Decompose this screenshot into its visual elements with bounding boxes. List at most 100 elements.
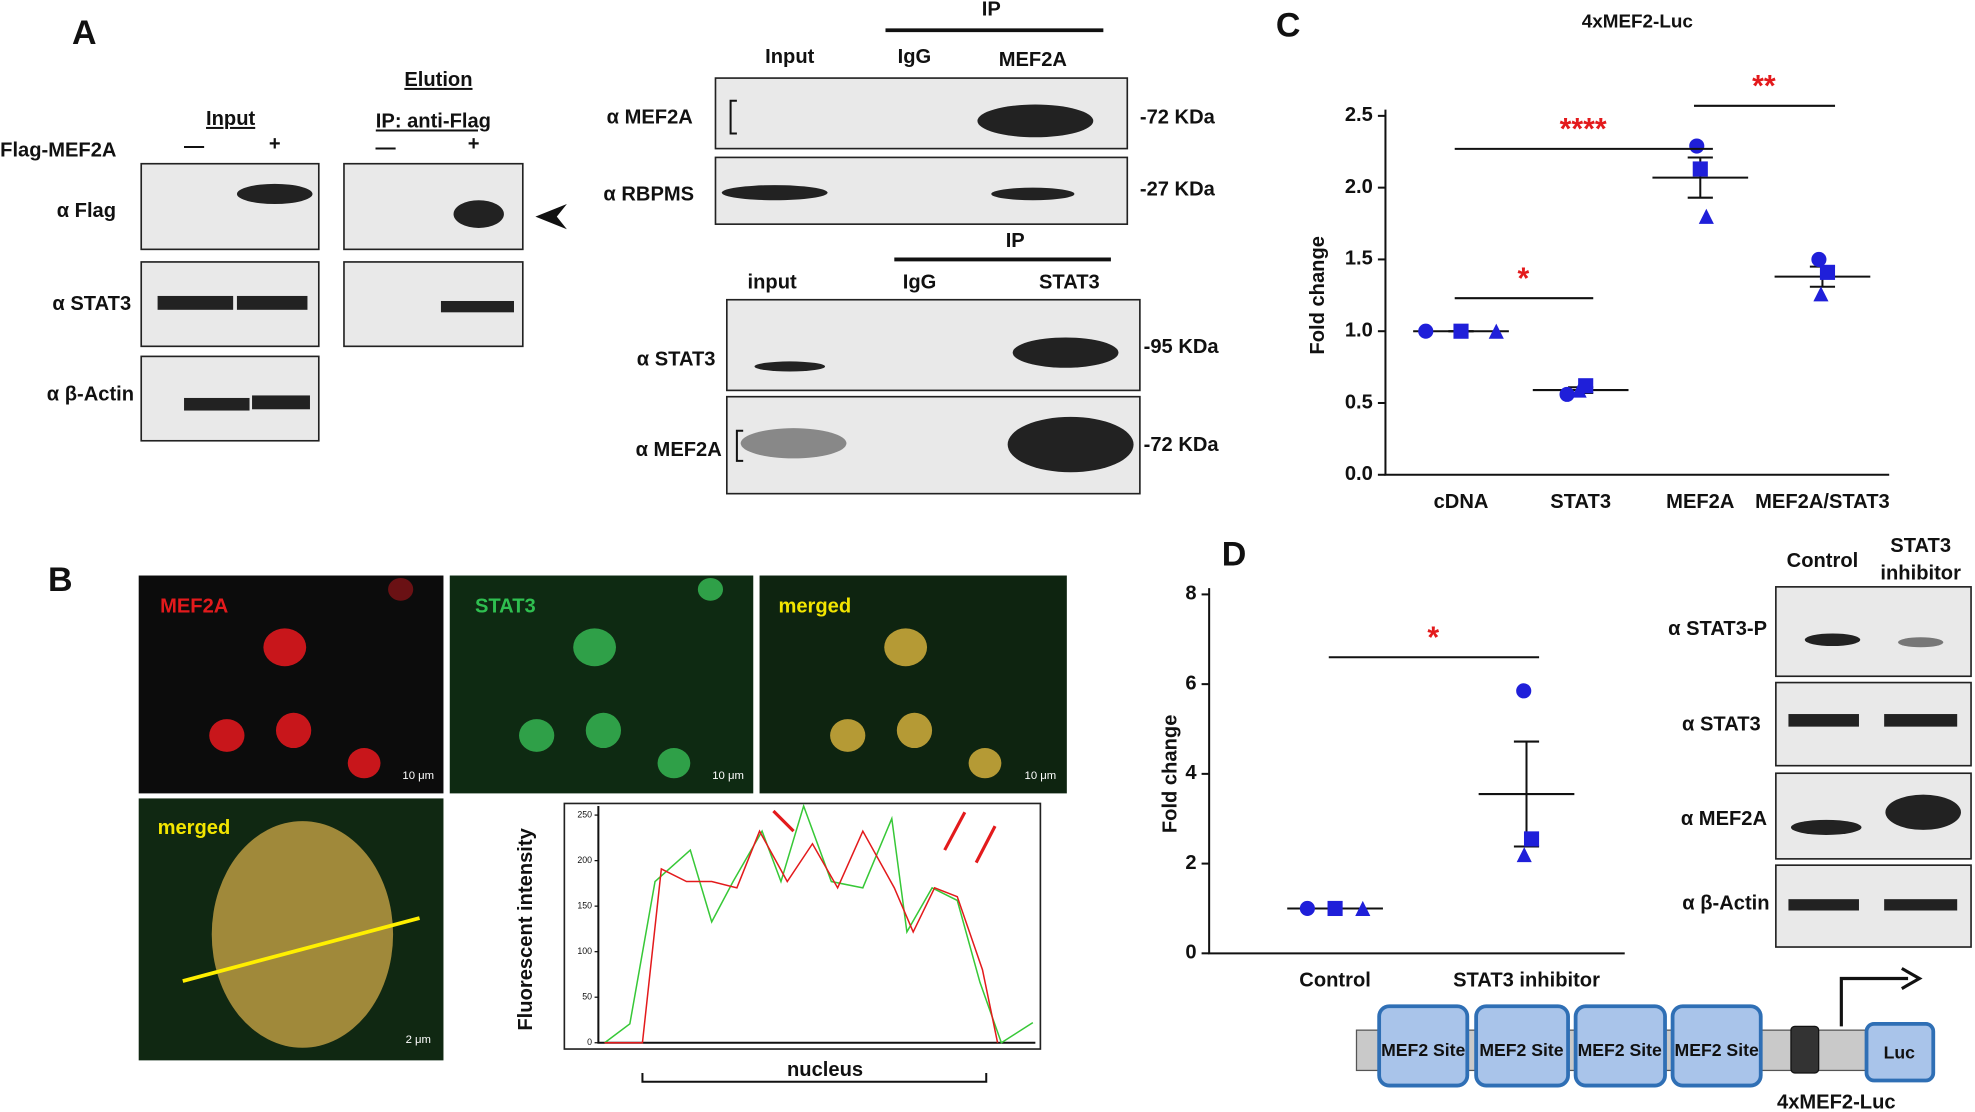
channel-label: STAT3 (475, 595, 536, 617)
zoom-label: merged (158, 817, 231, 839)
panel-label: B (48, 561, 73, 599)
row-label: α STAT3 (52, 293, 131, 315)
lane-label: input (748, 272, 797, 294)
panel-label: A (72, 14, 97, 52)
row-label: α RBPMS (603, 184, 694, 206)
y-tick-label: 2.0 (1345, 176, 1373, 198)
lane-header: Elution (404, 69, 472, 91)
minus: — (375, 137, 396, 159)
chart: 4xMEF2-Luc Fold change 0.0 0.5 1.0 1.5 2.0 2.5 c… (1307, 12, 1890, 513)
y-tick-label: 100 (577, 946, 592, 956)
size-marker: -27 KDa (1140, 178, 1216, 200)
reporter-label: Luc (1884, 1043, 1916, 1063)
data-point (1692, 161, 1708, 177)
lane-label: IgG (898, 46, 932, 68)
row-label: α β-Actin (47, 384, 134, 406)
blots (714, 77, 1141, 495)
x-tick-label: STAT3 inhibitor (1453, 969, 1600, 991)
significance-label: ** (1752, 70, 1776, 103)
x-tick-label: MEF2A (1666, 491, 1734, 513)
data-point (1327, 900, 1343, 917)
row-label: α Flag (57, 200, 116, 222)
y-tick-label: 1.0 (1345, 320, 1373, 342)
x-tick-label: STAT3 (1550, 491, 1611, 513)
data-point (1488, 323, 1504, 339)
site-label: MEF2 Site (1479, 1040, 1563, 1060)
lane-label: STAT3 (1039, 272, 1100, 294)
panel-label: D (1222, 536, 1247, 574)
profile-plot: 0 50 100 150 200 250 (577, 805, 1036, 1047)
scale-bar: 10 μm (402, 770, 434, 782)
y-tick-label: 2 (1185, 852, 1196, 874)
data-point (1813, 286, 1829, 302)
profile-red (604, 829, 999, 1044)
lane-label: STAT3 (1890, 535, 1951, 557)
site-label: MEF2 Site (1675, 1040, 1759, 1060)
x-tick-label: Control (1299, 969, 1371, 991)
significance-label: **** (1560, 113, 1607, 146)
size-marker: -72 KDa (1140, 107, 1216, 129)
row-label: α STAT3-P (1668, 618, 1767, 640)
y-tick-label: 50 (582, 992, 592, 1002)
profile-green (604, 803, 1034, 1044)
significance-label: * (1517, 263, 1529, 296)
data-point (1689, 138, 1705, 154)
plus: + (468, 133, 480, 155)
lane-label: IgG (903, 272, 937, 294)
lane-label: Control (1787, 550, 1859, 572)
size-marker: -72 KDa (1144, 434, 1220, 456)
channel-label: merged (778, 595, 851, 617)
minus: — (184, 136, 205, 158)
chart: Fold change 0 2 4 6 8 Control STAT3 inhibitor * (1160, 583, 1625, 991)
axis-label: nucleus (787, 1059, 863, 1081)
data-point (1516, 847, 1532, 863)
construct (1355, 967, 1936, 1088)
scale-bar: 2 μm (406, 1034, 431, 1046)
axis (1208, 588, 1625, 955)
y-tick-label: 0.0 (1345, 463, 1373, 485)
lane-header: Input (206, 108, 255, 130)
arrows (772, 809, 997, 864)
row-label: α MEF2A (607, 107, 693, 129)
blots (140, 162, 567, 442)
micrographs (138, 575, 1067, 1061)
blots (1775, 586, 1972, 948)
y-tick-label: 8 (1185, 583, 1196, 605)
axis (1384, 109, 1890, 476)
x-tick-label: cDNA (1434, 491, 1489, 513)
axis-label: Fluorescent intensity (515, 827, 537, 1030)
data-point (1418, 323, 1434, 339)
y-axis-label: Fold change (1307, 236, 1329, 355)
profile-frame (563, 802, 1042, 1050)
y-tick-label: 150 (577, 900, 592, 910)
row-label: α STAT3 (1682, 714, 1761, 736)
data-point (1819, 264, 1836, 280)
channel-label: MEF2A (160, 595, 228, 617)
scale-bar: 10 μm (712, 770, 744, 782)
size-marker: -95 KDa (1144, 336, 1220, 358)
data-point (1523, 831, 1540, 847)
scale-bar: 10 μm (1025, 770, 1057, 782)
condition: Flag-MEF2A (0, 139, 116, 161)
y-tick-label: 1.5 (1345, 248, 1373, 270)
data-point (1516, 683, 1532, 699)
lane-label: MEF2A (999, 49, 1067, 71)
y-tick-label: 0 (1185, 942, 1196, 964)
data-point (1698, 208, 1714, 224)
y-tick-label: 4 (1185, 762, 1197, 784)
construct-name: 4xMEF2-Luc (1777, 1091, 1896, 1112)
panel-label: C (1276, 7, 1301, 45)
y-tick-label: 0.5 (1345, 391, 1373, 413)
x-tick-label: MEF2A/STAT3 (1755, 491, 1890, 513)
lane-label: inhibitor (1880, 563, 1961, 585)
data-point (1811, 251, 1827, 267)
row-label: α MEF2A (1681, 808, 1767, 830)
data-point (1453, 323, 1469, 339)
y-tick-label: 2.5 (1345, 104, 1373, 126)
site-label: MEF2 Site (1381, 1040, 1465, 1060)
y-tick-label: 250 (577, 809, 592, 819)
lane-label: Input (765, 46, 814, 68)
site-label: MEF2 Site (1578, 1040, 1662, 1060)
ip-label: IP (1006, 230, 1025, 252)
